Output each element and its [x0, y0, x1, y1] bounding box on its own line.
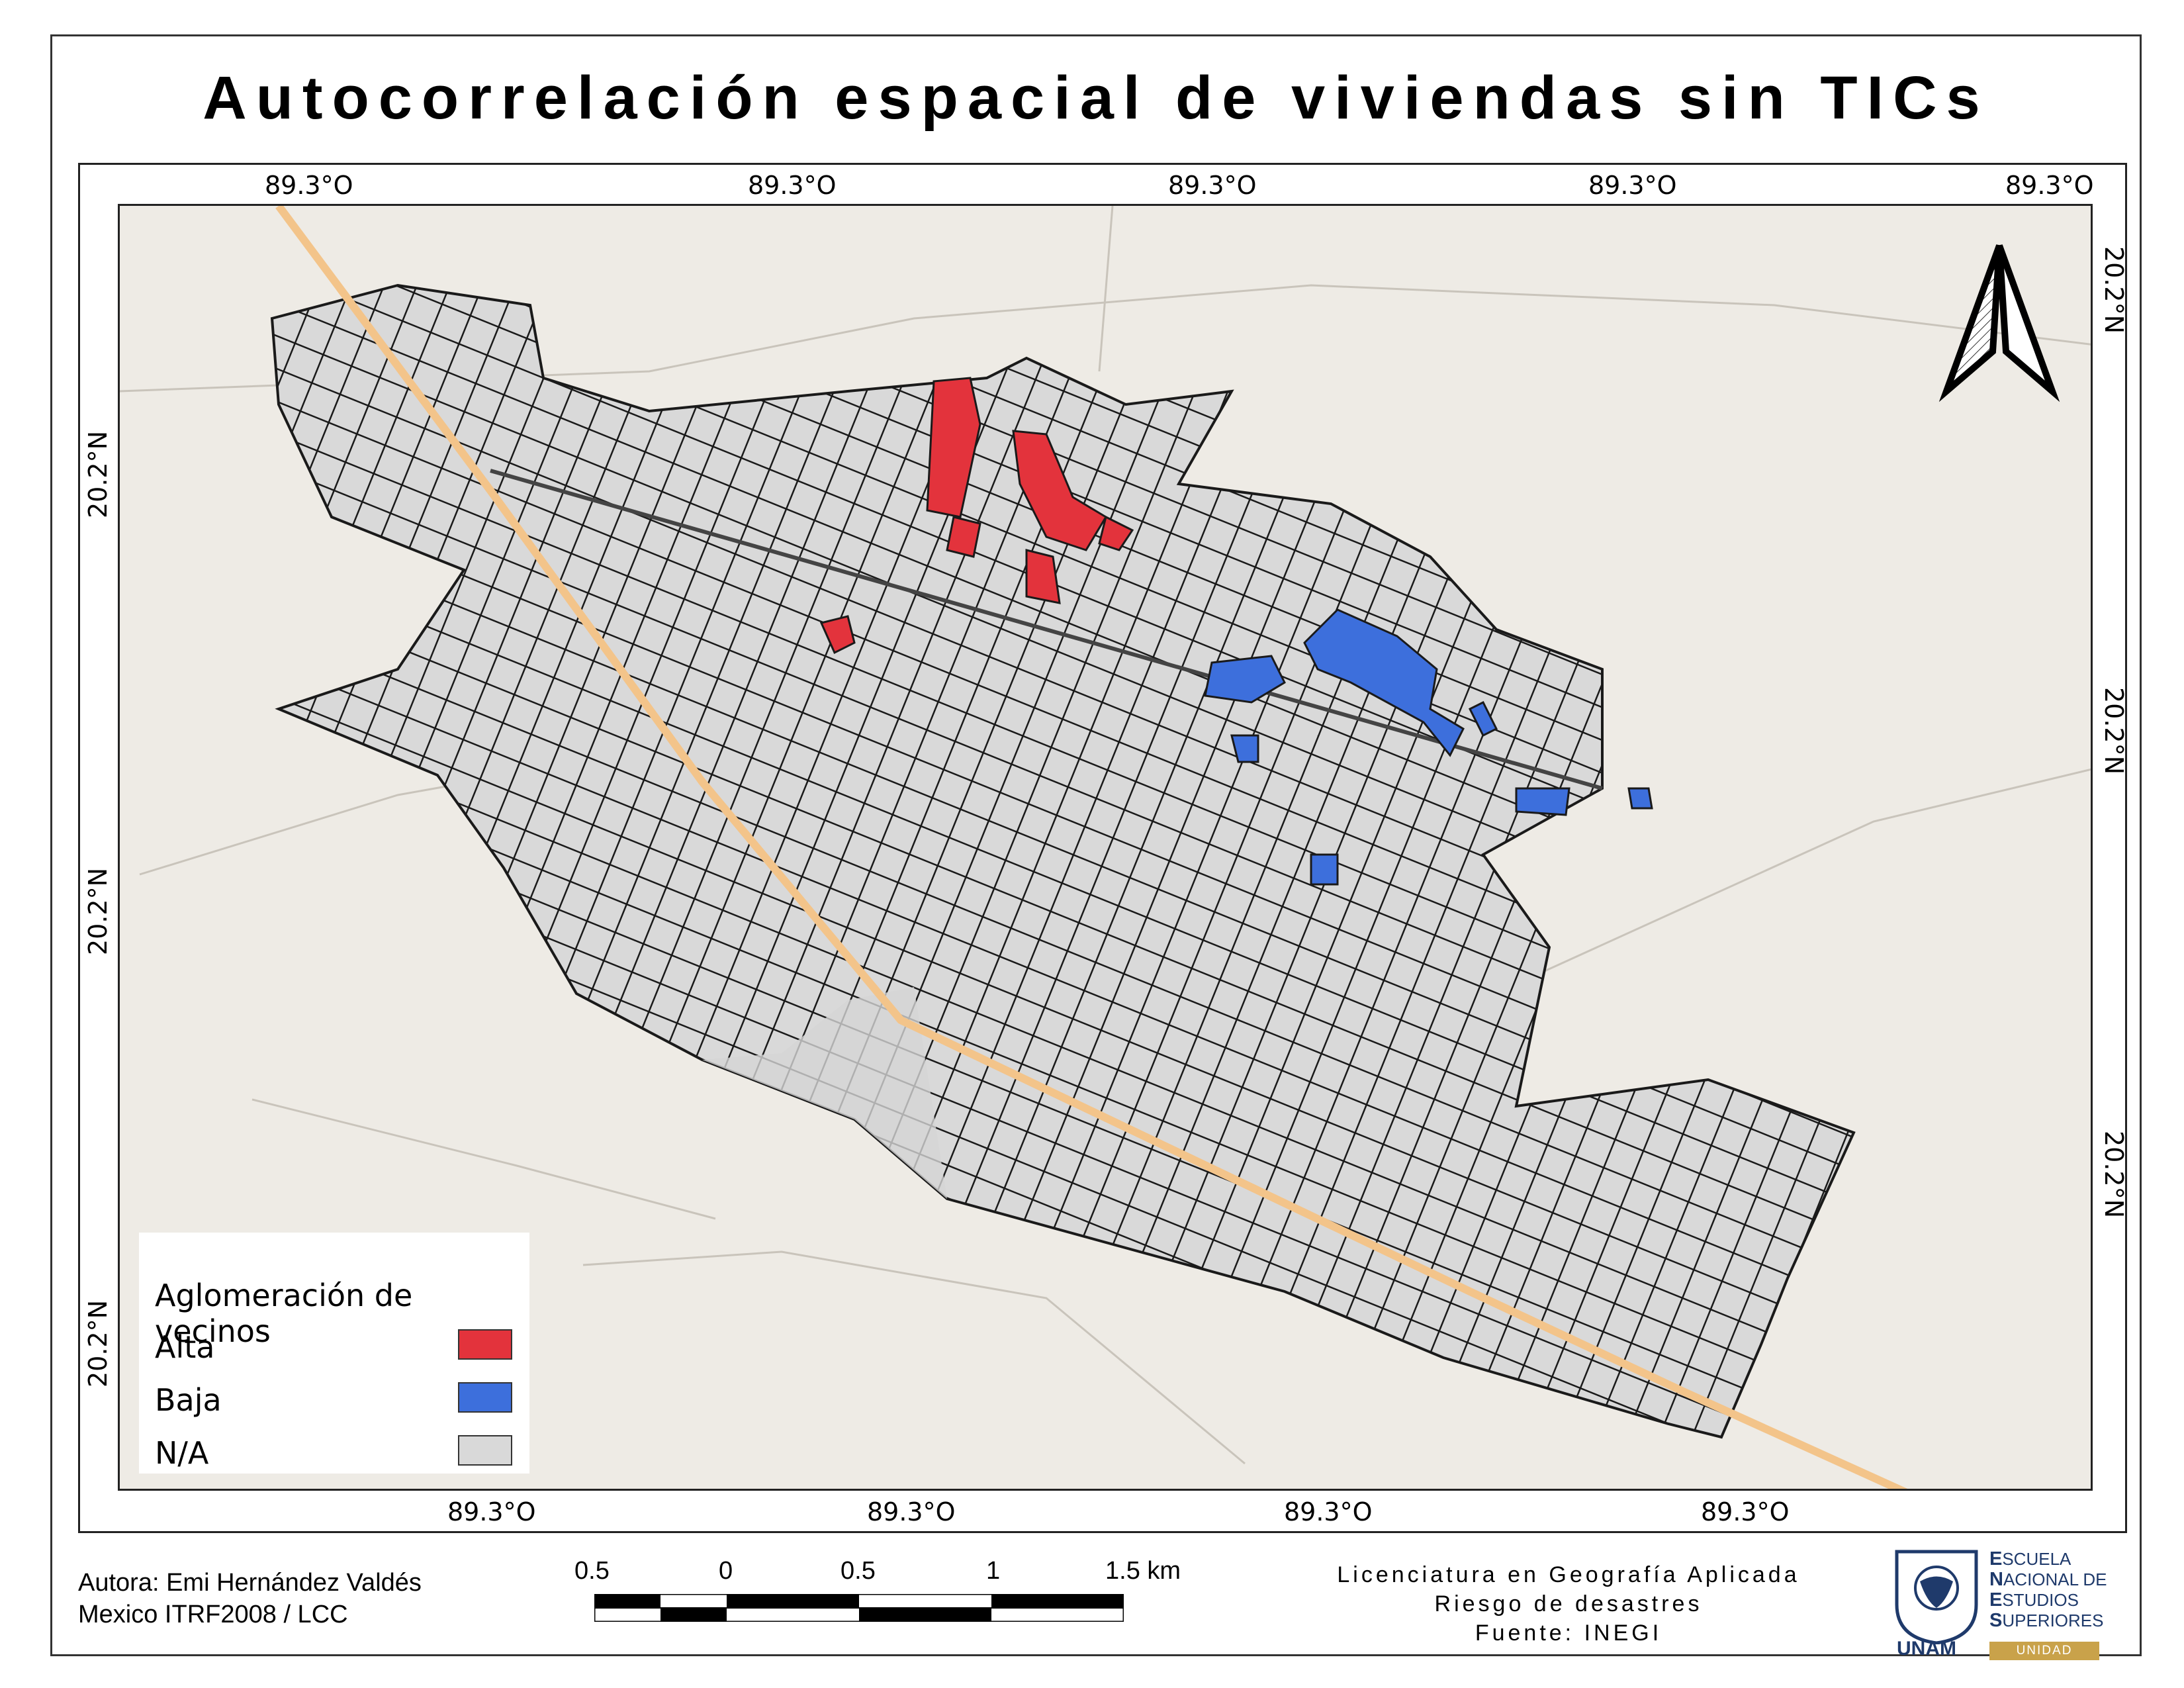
bottom-coord-label: 89.3°O	[867, 1497, 956, 1526]
legend-swatch-baja	[458, 1382, 512, 1413]
baja-block	[1303, 608, 1465, 757]
page-frame	[50, 34, 2142, 1656]
course-text: Riesgo de desastres	[1434, 1591, 1703, 1617]
legend-item-label: Alta	[155, 1329, 215, 1365]
legend-item-label: Baja	[155, 1382, 222, 1418]
alta-block	[1098, 515, 1134, 551]
urban-area	[270, 283, 1856, 1439]
north-arrow-icon	[1938, 244, 2060, 402]
bottom-coord-label: 89.3°O	[447, 1497, 536, 1526]
baja-block	[1515, 787, 1570, 816]
left-coord-label: 20.2°N	[83, 867, 113, 956]
alta-block	[1025, 549, 1061, 604]
unam-shield-icon	[1895, 1550, 1978, 1644]
top-coord-label: 89.3°O	[265, 171, 353, 200]
campus-badge: UNIDAD MÉRIDA	[1989, 1642, 2099, 1676]
urban-blocks	[270, 283, 1856, 1439]
baja-block	[1468, 700, 1498, 737]
scale-label: 1	[986, 1557, 1001, 1585]
right-coord-label: 20.2°N	[2099, 246, 2129, 334]
left-coord-label: 20.2°N	[83, 1299, 113, 1388]
scale-label: 0.5	[841, 1557, 876, 1585]
alta-block	[926, 377, 981, 518]
source-text: Fuente: INEGI	[1475, 1620, 1662, 1646]
baja-block	[1230, 734, 1259, 763]
left-coord-label: 20.2°N	[83, 430, 113, 519]
scale-bar	[594, 1594, 1124, 1622]
right-coord-label: 20.2°N	[2099, 686, 2129, 775]
author-text: Autora: Emi Hernández Valdés	[78, 1569, 422, 1597]
scale-label: 0.5	[574, 1557, 610, 1585]
top-coord-label: 89.3°O	[1168, 171, 1257, 200]
alta-block	[819, 615, 856, 655]
legend-swatch-na	[458, 1435, 512, 1466]
bottom-coord-label: 89.3°O	[1701, 1497, 1790, 1526]
unam-label: UNAM	[1897, 1638, 1956, 1660]
scale-label: 0	[719, 1557, 733, 1585]
program-text: Licenciatura en Geografía Aplicada	[1337, 1562, 1800, 1587]
urban-fringe	[702, 987, 947, 1199]
top-coord-label: 89.3°O	[2005, 171, 2094, 200]
map-title: Autocorrelación espacial de viviendas si…	[203, 64, 1989, 132]
map-svg	[120, 206, 2091, 1489]
highway-road	[275, 206, 1908, 1489]
alta-clusters	[819, 377, 1134, 655]
legend: Aglomeración de vecinos Alta Baja N/A	[139, 1233, 529, 1474]
baja-block	[1627, 787, 1653, 810]
right-coord-label: 20.2°N	[2099, 1130, 2129, 1219]
baja-block	[1204, 655, 1286, 704]
legend-item-label: N/A	[155, 1435, 209, 1471]
baja-block	[1310, 853, 1339, 886]
top-coord-label: 89.3°O	[1588, 171, 1677, 200]
scale-label: 1.5 km	[1105, 1557, 1181, 1585]
legend-title: Aglomeración de vecinos	[155, 1278, 413, 1349]
crs-text: Mexico ITRF2008 / LCC	[78, 1601, 348, 1628]
alta-block	[1012, 430, 1108, 551]
main-avenue	[490, 469, 1603, 790]
bottom-coord-label: 89.3°O	[1284, 1497, 1373, 1526]
legend-swatch-alta	[458, 1329, 512, 1360]
alta-block	[946, 516, 981, 558]
baja-clusters	[1204, 608, 1653, 886]
school-name: ESCUELA NACIONAL DE ESTUDIOS SUPERIORES	[1989, 1548, 2107, 1631]
top-coord-label: 89.3°O	[748, 171, 837, 200]
